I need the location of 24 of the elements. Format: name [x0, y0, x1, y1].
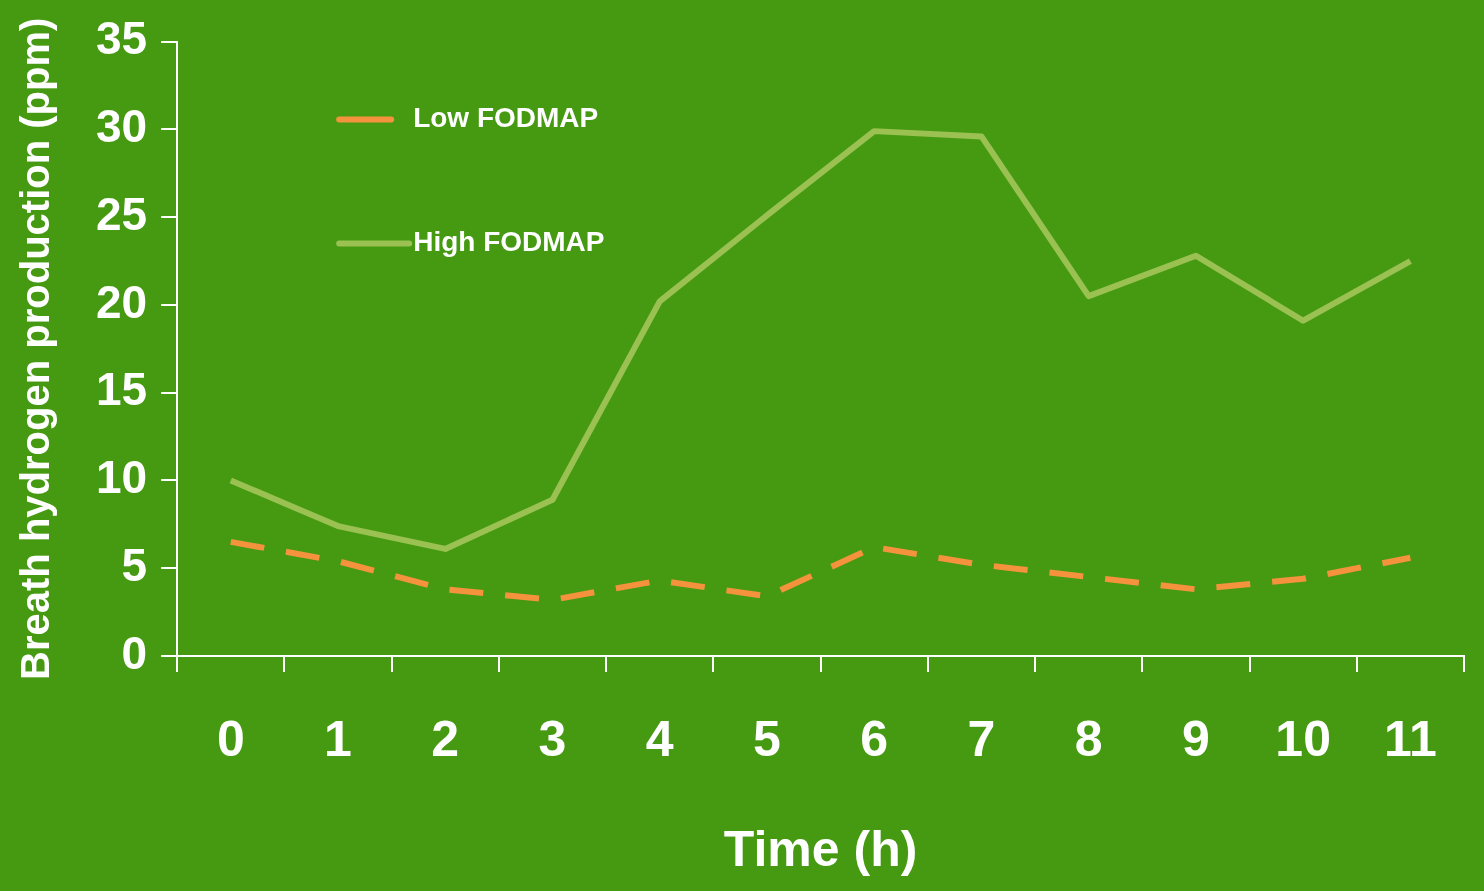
y-tick-label: 35 — [95, 12, 148, 65]
x-tick-label: 11 — [1383, 710, 1437, 767]
y-tick-label: 5 — [121, 538, 148, 591]
x-tick-label: 8 — [1074, 710, 1103, 767]
x-tick-label: 2 — [431, 710, 460, 767]
y-tick-label: 20 — [95, 275, 148, 328]
y-tick-label: 15 — [95, 363, 148, 416]
x-tick-label: 7 — [967, 710, 996, 767]
y-tick-label: 30 — [95, 100, 148, 153]
y-tick-label: 25 — [95, 187, 148, 240]
x-tick-label: 4 — [645, 710, 674, 767]
legend-label: High FODMAP — [413, 226, 605, 258]
x-tick-label: 6 — [860, 710, 889, 767]
y-tick-label: 10 — [95, 451, 148, 504]
x-tick-label: 1 — [324, 710, 352, 767]
x-tick-label: 0 — [216, 710, 245, 767]
legend-label: Low FODMAP — [413, 102, 599, 134]
x-tick-label: 9 — [1182, 710, 1210, 767]
y-tick-label: 0 — [121, 626, 148, 679]
x-tick-label: 5 — [753, 710, 781, 767]
x-axis-title: Time (h) — [723, 820, 918, 877]
x-tick-label: 10 — [1275, 710, 1331, 767]
x-tick-label: 3 — [538, 710, 567, 767]
y-axis-title: Breath hydrogen production (ppm) — [13, 17, 58, 680]
